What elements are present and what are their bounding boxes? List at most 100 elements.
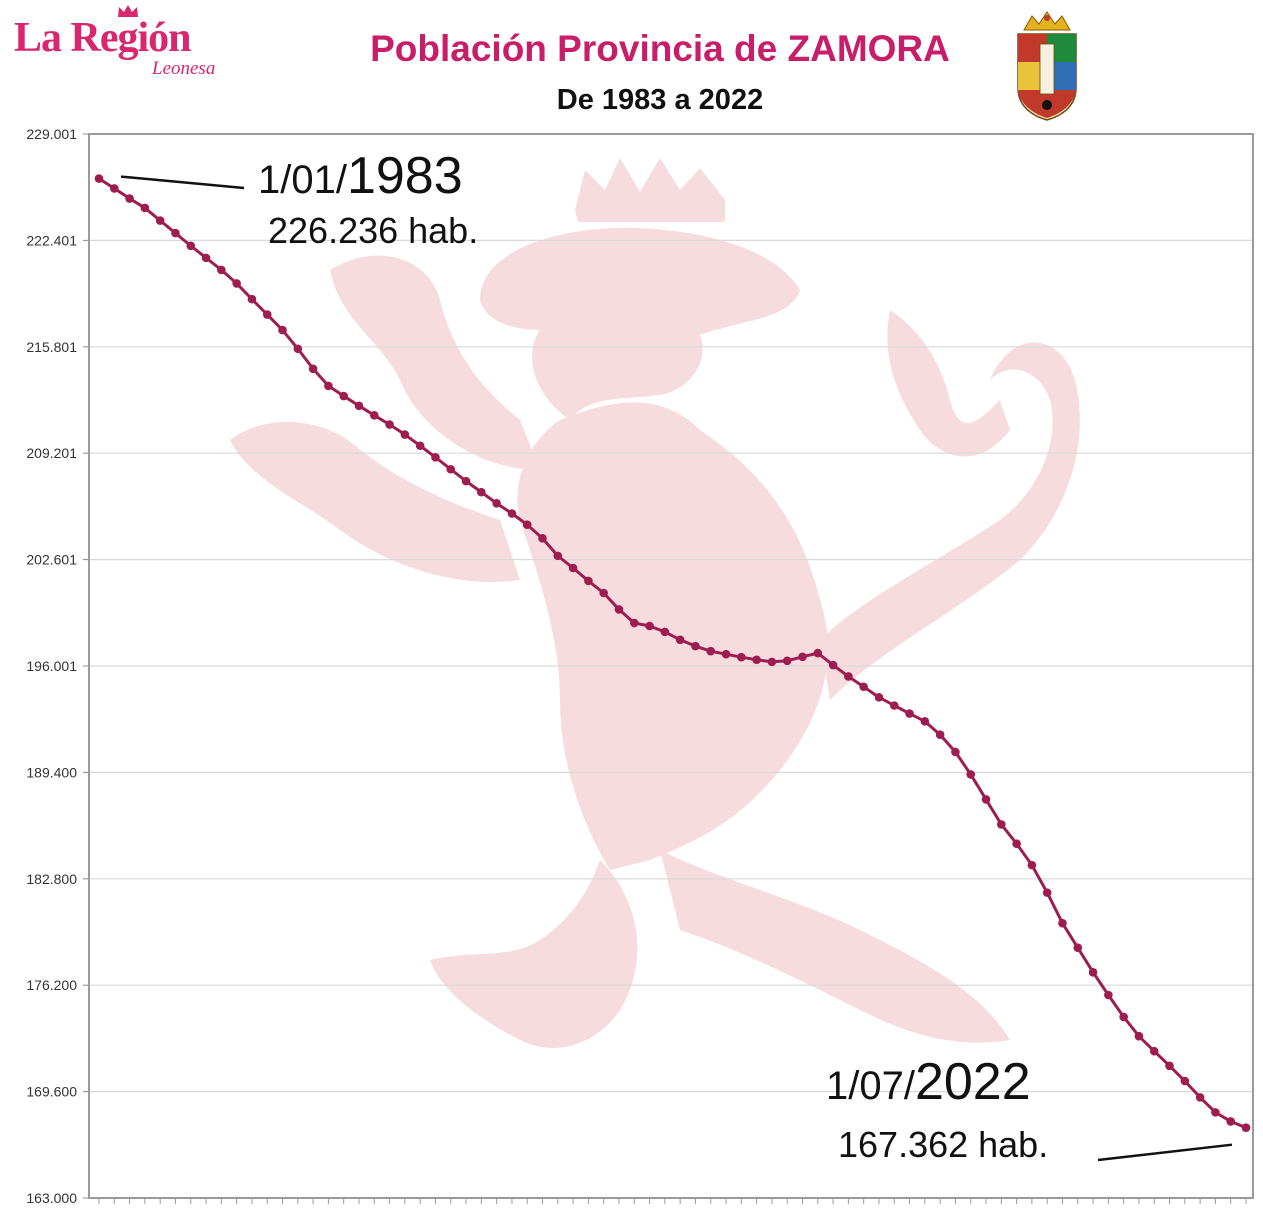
data-point[interactable] xyxy=(461,476,471,486)
y-tick-label: 169.600 xyxy=(26,1084,77,1100)
data-point[interactable] xyxy=(997,820,1006,829)
y-tick-label: 196.001 xyxy=(26,658,77,674)
data-point[interactable] xyxy=(675,635,685,645)
data-point[interactable] xyxy=(1226,1117,1236,1126)
data-point[interactable] xyxy=(889,701,899,710)
logo-sub: Leonesa xyxy=(152,58,216,79)
data-point[interactable] xyxy=(951,747,960,757)
data-point[interactable] xyxy=(1241,1123,1251,1132)
data-point[interactable] xyxy=(308,364,318,374)
data-point[interactable] xyxy=(262,310,272,319)
data-point[interactable] xyxy=(1165,1061,1174,1071)
data-point[interactable] xyxy=(278,325,287,335)
population-series xyxy=(94,174,1251,1132)
data-point[interactable] xyxy=(614,605,624,614)
data-point[interactable] xyxy=(1149,1046,1159,1056)
data-point[interactable] xyxy=(629,618,639,628)
data-point[interactable] xyxy=(874,693,884,702)
data-point[interactable] xyxy=(339,391,348,401)
lion-watermark xyxy=(230,158,1080,1049)
data-point[interactable] xyxy=(1119,1012,1128,1022)
end-leader-line xyxy=(1097,1143,1233,1162)
data-point[interactable] xyxy=(1027,860,1037,870)
data-point[interactable] xyxy=(186,241,196,251)
data-point[interactable] xyxy=(94,174,104,183)
data-point[interactable] xyxy=(415,441,425,451)
data-point[interactable] xyxy=(721,649,731,659)
data-point[interactable] xyxy=(691,641,700,651)
y-tick-label: 229.001 xyxy=(26,126,77,142)
data-point[interactable] xyxy=(920,717,930,726)
data-point[interactable] xyxy=(767,657,777,667)
data-point[interactable] xyxy=(828,660,838,670)
data-point[interactable] xyxy=(125,194,134,203)
annotation-lines xyxy=(120,175,1233,1162)
data-point[interactable] xyxy=(400,430,410,439)
data-point[interactable] xyxy=(981,795,991,804)
data-point[interactable] xyxy=(109,184,119,193)
data-point[interactable] xyxy=(645,621,654,631)
data-point[interactable] xyxy=(232,279,241,288)
data-point[interactable] xyxy=(782,656,792,666)
chart-axes xyxy=(83,133,1254,1204)
data-point[interactable] xyxy=(140,203,150,213)
data-point[interactable] xyxy=(446,464,456,474)
data-point[interactable] xyxy=(171,228,180,238)
data-point[interactable] xyxy=(798,652,807,662)
start-annotation: 1/01/1983 226.236 hab. xyxy=(258,146,558,252)
data-point[interactable] xyxy=(1012,839,1021,848)
data-point[interactable] xyxy=(1211,1108,1220,1117)
data-point[interactable] xyxy=(1042,888,1052,897)
y-tick-label: 209.201 xyxy=(26,445,77,461)
data-point[interactable] xyxy=(354,401,364,411)
data-point[interactable] xyxy=(155,216,165,225)
data-point[interactable] xyxy=(492,498,501,508)
data-point[interactable] xyxy=(1134,1031,1144,1041)
data-point[interactable] xyxy=(553,551,563,561)
data-point[interactable] xyxy=(599,588,608,598)
start-year: 1983 xyxy=(346,147,463,205)
population-line xyxy=(98,177,1247,1130)
data-point[interactable] xyxy=(369,411,379,420)
data-point[interactable] xyxy=(844,672,853,681)
data-point[interactable] xyxy=(431,453,440,462)
data-point[interactable] xyxy=(1180,1076,1190,1086)
data-point[interactable] xyxy=(324,381,333,391)
data-point[interactable] xyxy=(1104,990,1113,1000)
data-point[interactable] xyxy=(1058,918,1067,928)
data-point[interactable] xyxy=(859,682,868,692)
data-point[interactable] xyxy=(935,730,945,739)
data-point[interactable] xyxy=(706,646,716,656)
data-point[interactable] xyxy=(752,655,761,665)
data-point[interactable] xyxy=(293,344,303,354)
data-point[interactable] xyxy=(1088,968,1098,977)
data-point[interactable] xyxy=(1195,1093,1205,1102)
data-point[interactable] xyxy=(660,627,670,637)
data-point[interactable] xyxy=(477,487,486,497)
data-point[interactable] xyxy=(247,294,257,304)
zamora-coat-of-arms-icon xyxy=(1017,11,1077,121)
y-tick-label: 182.800 xyxy=(26,871,77,887)
data-point[interactable] xyxy=(522,520,532,529)
crown-icon xyxy=(118,5,138,17)
y-tick-label: 222.401 xyxy=(26,232,77,248)
plot-frame xyxy=(88,133,1254,1199)
start-population: 226.236 hab. xyxy=(268,210,479,251)
data-point[interactable] xyxy=(201,253,211,263)
data-point[interactable] xyxy=(966,770,976,779)
data-point[interactable] xyxy=(1073,943,1083,953)
logo-name: La Región xyxy=(14,15,192,61)
data-point[interactable] xyxy=(568,563,578,573)
start-date-prefix: 1/01/ xyxy=(258,158,347,202)
data-point[interactable] xyxy=(507,509,517,518)
data-point[interactable] xyxy=(385,420,394,429)
start-leader-line xyxy=(120,175,245,190)
data-point[interactable] xyxy=(905,709,914,718)
data-point[interactable] xyxy=(538,534,547,543)
data-point[interactable] xyxy=(217,265,226,275)
data-point[interactable] xyxy=(813,648,823,658)
y-tick-label: 189.400 xyxy=(26,764,77,780)
data-point[interactable] xyxy=(584,576,593,586)
data-point[interactable] xyxy=(737,652,746,662)
